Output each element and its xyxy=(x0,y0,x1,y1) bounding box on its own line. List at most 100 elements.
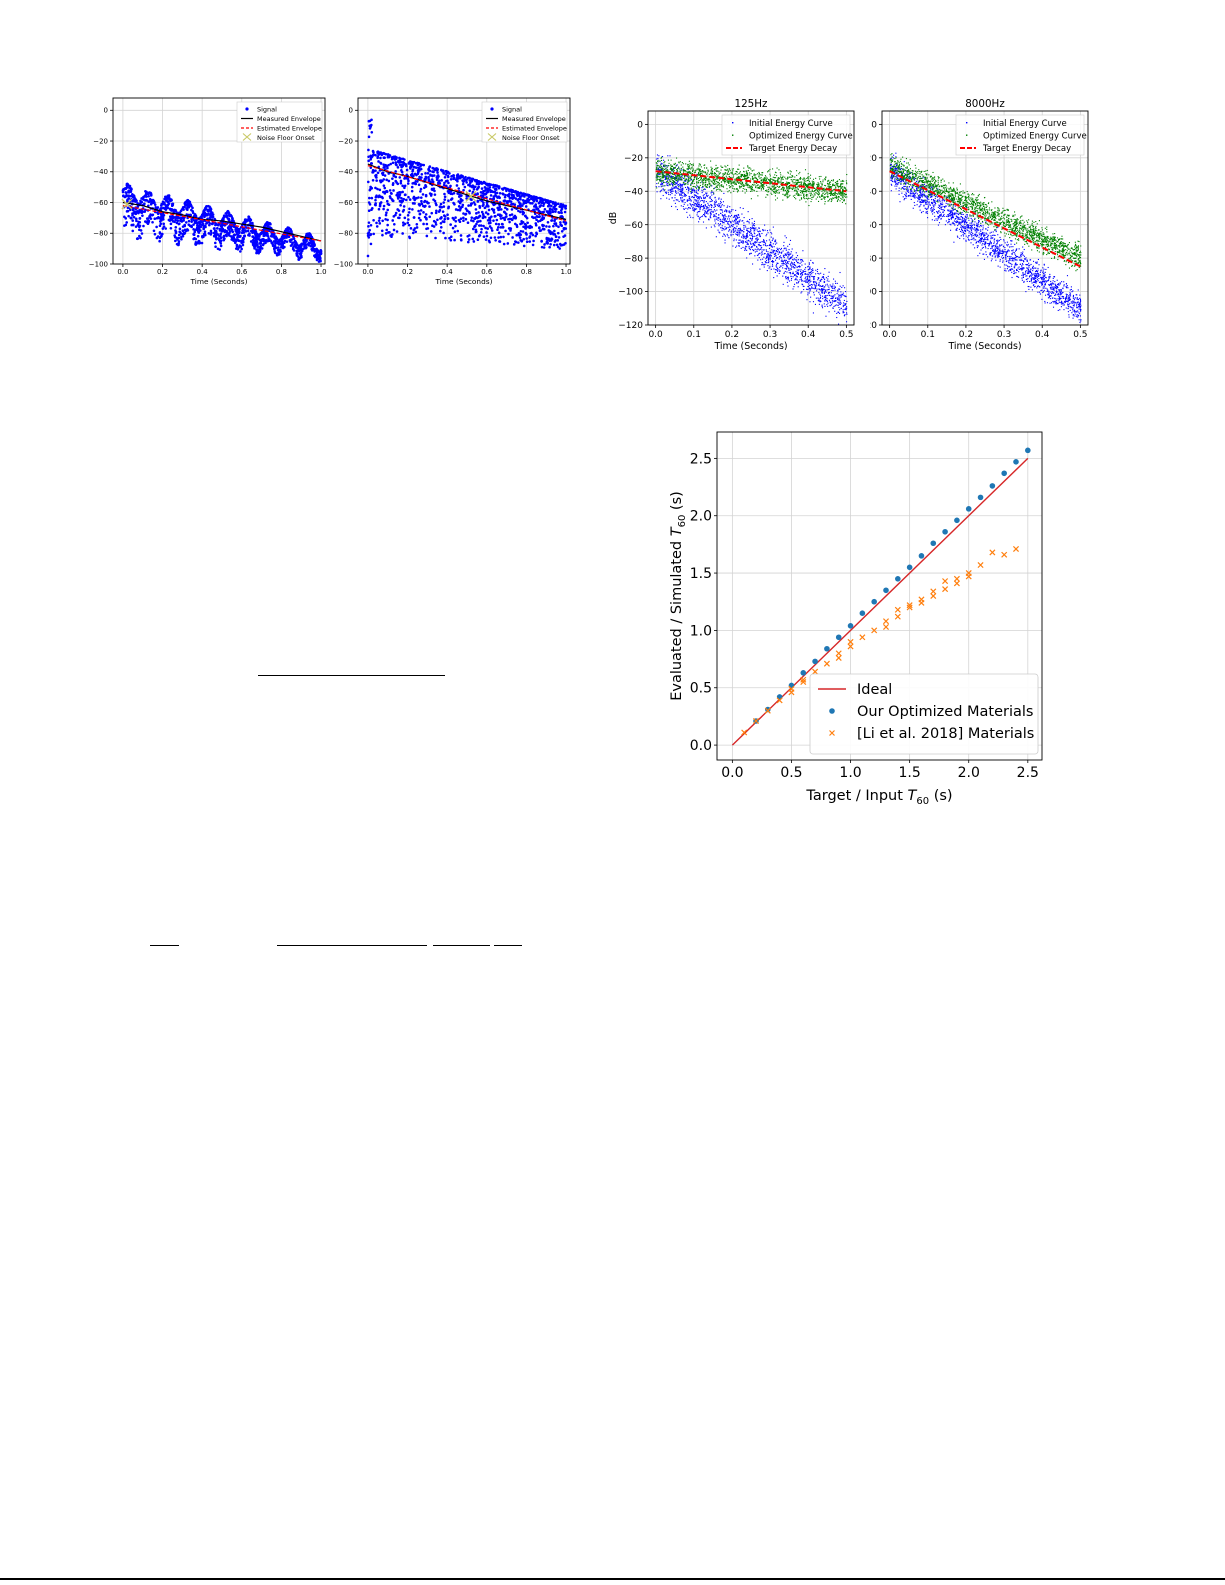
initial-point xyxy=(770,251,772,253)
initial-point xyxy=(753,220,756,222)
initial-point xyxy=(678,167,680,169)
signal-point xyxy=(129,208,132,212)
signal-point xyxy=(368,228,371,232)
initial-point xyxy=(757,248,759,250)
initial-point xyxy=(786,262,788,264)
y-tick-label: −80 xyxy=(93,230,108,238)
signal-point xyxy=(402,205,406,208)
signal-point xyxy=(382,190,385,194)
initial-point xyxy=(666,183,668,185)
signal-point xyxy=(507,217,510,221)
initial-point xyxy=(763,256,765,258)
initial-point xyxy=(696,202,698,204)
initial-point xyxy=(678,174,680,176)
signal-point xyxy=(283,229,287,233)
signal-point xyxy=(553,201,556,205)
initial-point xyxy=(709,211,711,213)
initial-point xyxy=(785,261,787,263)
initial-point xyxy=(799,259,801,261)
initial-point xyxy=(806,288,808,291)
optimized-point xyxy=(831,199,833,201)
optimized-point xyxy=(812,182,814,184)
signal-point xyxy=(538,226,541,230)
signal-point xyxy=(563,234,567,237)
signal-point xyxy=(385,178,388,182)
signal-point xyxy=(124,191,128,194)
optimized-point xyxy=(794,189,796,191)
signal-point xyxy=(560,229,564,233)
initial-point xyxy=(695,199,697,201)
signal-point xyxy=(490,215,493,218)
signal-point xyxy=(504,216,507,219)
initial-point xyxy=(750,228,752,230)
initial-point xyxy=(793,262,796,264)
signal-point xyxy=(417,216,421,220)
signal-point xyxy=(489,194,493,197)
initial-point xyxy=(790,275,792,277)
initial-point xyxy=(702,213,705,216)
initial-point xyxy=(837,291,839,293)
initial-point xyxy=(745,226,747,228)
optimized-point xyxy=(699,182,701,184)
initial-point xyxy=(689,188,691,190)
legend-noise-marker xyxy=(487,133,497,141)
initial-point xyxy=(783,272,785,275)
initial-point xyxy=(690,204,692,206)
initial-point xyxy=(817,272,819,275)
signal-point xyxy=(506,242,510,245)
initial-point xyxy=(708,209,710,211)
initial-point xyxy=(785,264,788,266)
initial-point xyxy=(820,279,822,281)
optimized-point xyxy=(836,200,838,202)
signal-point xyxy=(487,208,491,212)
initial-point xyxy=(818,292,820,294)
initial-point xyxy=(800,273,802,275)
initial-point xyxy=(748,231,750,233)
x-tick-label: 1.0 xyxy=(560,268,571,276)
signal-point xyxy=(475,216,478,219)
initial-point xyxy=(842,292,844,294)
initial-point xyxy=(802,250,804,252)
initial-point xyxy=(767,255,769,257)
signal-point xyxy=(461,199,464,202)
signal-point xyxy=(149,194,153,197)
initial-point xyxy=(744,241,747,243)
initial-point xyxy=(778,251,781,253)
initial-point xyxy=(769,244,771,246)
initial-point xyxy=(837,304,839,306)
initial-point xyxy=(787,279,789,281)
initial-point xyxy=(735,246,737,248)
initial-point xyxy=(826,300,828,303)
initial-point xyxy=(701,199,703,201)
signal-point xyxy=(369,233,373,236)
initial-point xyxy=(802,271,804,273)
initial-point xyxy=(809,279,811,281)
signal-point xyxy=(527,200,530,204)
initial-point xyxy=(704,213,706,215)
initial-point xyxy=(714,205,716,207)
signal-point xyxy=(495,191,499,195)
signal-point xyxy=(242,234,246,238)
initial-point xyxy=(827,302,829,304)
optimized-point xyxy=(794,178,796,181)
initial-point xyxy=(783,260,785,262)
signal-point xyxy=(454,219,458,223)
initial-point xyxy=(707,209,709,211)
initial-point xyxy=(713,203,715,205)
initial-point xyxy=(769,258,771,260)
initial-point xyxy=(834,305,836,307)
initial-point xyxy=(674,202,676,204)
initial-point xyxy=(776,248,779,251)
signal-point xyxy=(371,178,375,182)
optimized-point xyxy=(835,183,837,185)
initial-point xyxy=(757,259,759,261)
signal-point xyxy=(197,231,201,234)
initial-point xyxy=(658,167,660,169)
initial-point xyxy=(763,239,765,241)
initial-point xyxy=(829,284,831,286)
initial-point xyxy=(839,271,841,274)
signal-point xyxy=(376,156,379,160)
signal-point xyxy=(449,223,452,226)
signal-point xyxy=(517,197,520,201)
signal-point xyxy=(508,220,511,224)
